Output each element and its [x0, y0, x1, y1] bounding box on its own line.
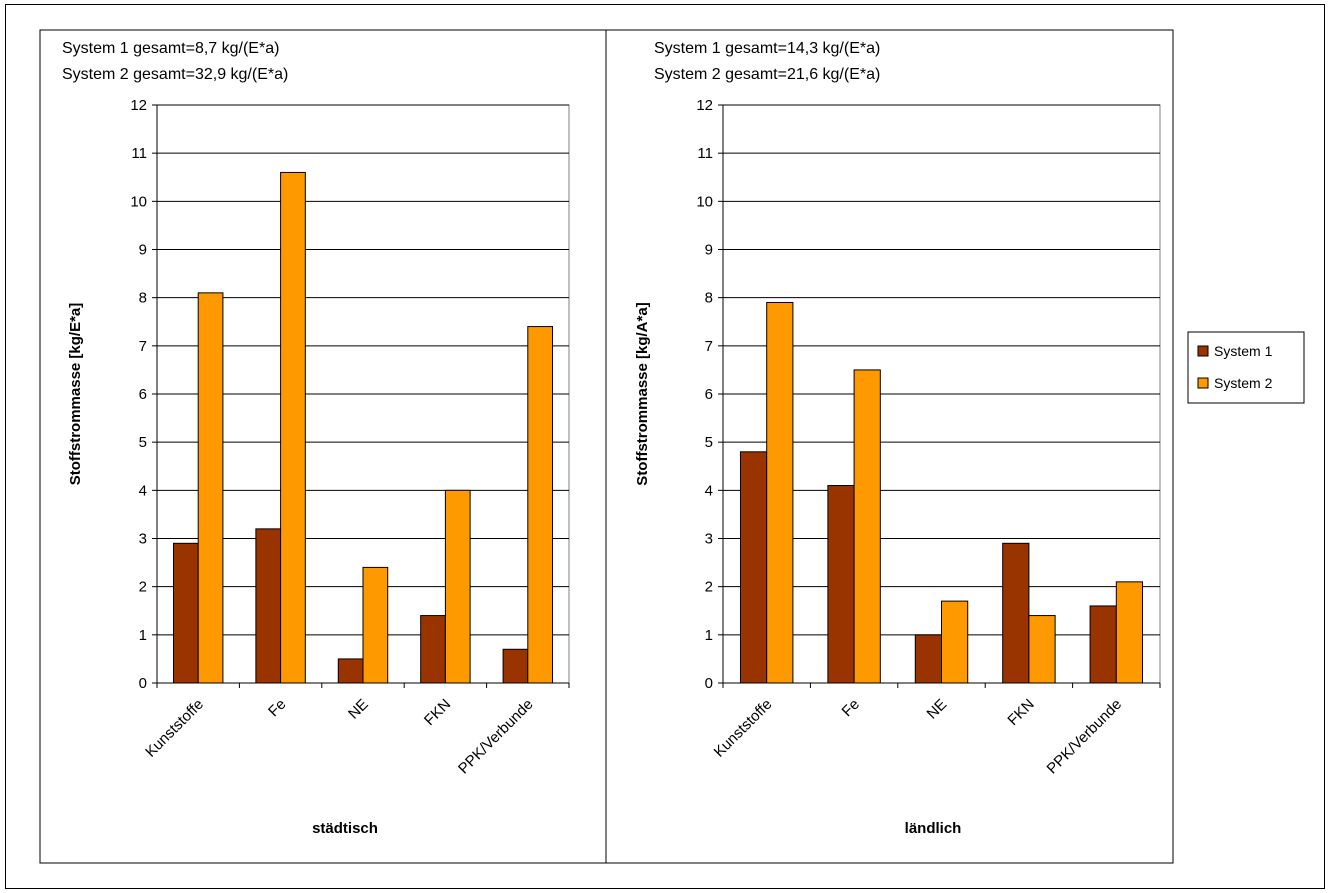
left-y-tick-label: 9	[139, 242, 147, 259]
left-y-tick-label: 2	[139, 579, 147, 596]
left-bar-system-2	[197, 292, 224, 684]
left-y-tick-label: 3	[139, 531, 147, 548]
right-y-tick-label: 8	[705, 290, 713, 307]
right-y-tick-label: 5	[705, 434, 713, 451]
right-x-tick-label: Fe	[839, 696, 863, 720]
legend-label-system-2: System 2	[1214, 375, 1273, 391]
right-bar-system-1	[827, 485, 855, 684]
left-y-tick-label: 7	[139, 338, 147, 355]
legend-swatch-system-1	[1197, 345, 1209, 357]
right-y-tick-label: 12	[696, 97, 713, 114]
right-y-tick-label: 1	[705, 627, 713, 644]
right-bar-system-2	[941, 600, 969, 684]
right-note-1: System 1 gesamt=14,3 kg/(E*a)	[654, 40, 880, 57]
left-y-axis-title: Stoffstrommasse [kg/E*a]	[67, 303, 84, 486]
left-y-tick-label: 8	[139, 290, 147, 307]
right-x-axis-title: ländlich	[905, 820, 962, 837]
right-x-tick-label: NE	[924, 696, 951, 723]
right-bar-system-1	[739, 451, 768, 684]
left-bar-system-2	[444, 489, 471, 684]
right-x-tick-label: FKN	[1004, 696, 1037, 729]
left-bar-system-2	[280, 171, 306, 684]
right-y-tick-label: 6	[705, 386, 713, 403]
chart-figure	[5, 4, 1325, 889]
left-y-tick-label: 10	[130, 193, 147, 210]
right-x-tick-label: Kunststoffe	[711, 696, 776, 761]
left-y-tick-label: 5	[139, 434, 147, 451]
right-bar-system-2	[766, 301, 794, 684]
right-panel-frame	[605, 29, 1174, 864]
left-x-tick-label: NE	[345, 696, 372, 723]
left-x-tick-label: Fe	[265, 696, 289, 720]
right-bar-system-1	[914, 634, 943, 684]
right-note-2: System 2 gesamt=21,6 kg/(E*a)	[654, 66, 880, 83]
left-bar-system-1	[420, 615, 446, 684]
legend-label-system-1: System 1	[1214, 343, 1273, 359]
legend-box	[1187, 331, 1305, 404]
left-y-tick-label: 6	[139, 386, 147, 403]
right-bar-system-2	[1115, 581, 1144, 684]
right-y-tick-label: 3	[705, 531, 713, 548]
left-y-tick-label: 0	[139, 675, 147, 692]
left-y-tick-label: 1	[139, 627, 147, 644]
right-x-tick-label: PPK/Verbunde	[1044, 696, 1126, 778]
right-y-tick-label: 7	[705, 338, 713, 355]
left-bar-system-2	[362, 566, 389, 684]
left-y-tick-label: 11	[131, 145, 147, 162]
right-bar-system-1	[1089, 605, 1117, 684]
legend: System 1 System 2	[1187, 331, 1305, 404]
right-bar-system-2	[1028, 615, 1056, 684]
right-y-tick-label: 10	[696, 193, 713, 210]
left-y-tick-label: 12	[130, 97, 147, 114]
right-y-axis-title: Stoffstrommasse [kg/A*a]	[634, 302, 651, 485]
left-x-tick-label: PPK/Verbunde	[455, 696, 537, 778]
right-y-tick-label: 0	[705, 675, 713, 692]
left-panel-frame	[39, 29, 607, 864]
right-y-tick-label: 4	[705, 482, 713, 499]
left-x-tick-label: Kunststoffe	[142, 696, 207, 761]
right-bar-system-2	[853, 369, 881, 684]
left-bar-system-1	[502, 648, 529, 684]
right-y-tick-label: 9	[705, 242, 713, 259]
left-bar-system-1	[337, 658, 364, 684]
left-y-tick-label: 4	[139, 482, 147, 499]
left-x-axis-title: städtisch	[312, 820, 378, 837]
left-x-tick-label: FKN	[421, 696, 454, 729]
right-y-tick-label: 11	[697, 145, 713, 162]
left-bar-system-1	[172, 542, 199, 684]
legend-swatch-system-2	[1197, 377, 1209, 389]
left-note-1: System 1 gesamt=8,7 kg/(E*a)	[62, 40, 279, 57]
left-bar-system-2	[527, 326, 554, 684]
left-note-2: System 2 gesamt=32,9 kg/(E*a)	[62, 66, 288, 83]
right-bar-system-1	[1002, 542, 1030, 684]
right-y-tick-label: 2	[705, 579, 713, 596]
left-bar-system-1	[255, 528, 282, 684]
